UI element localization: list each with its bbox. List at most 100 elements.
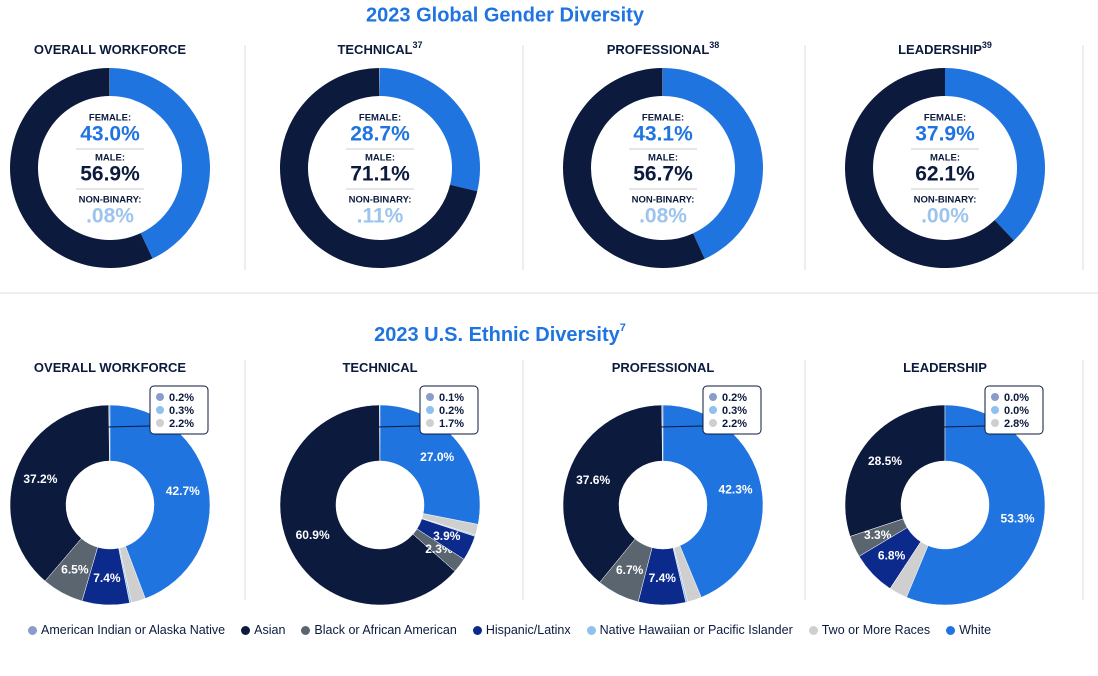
callout-value: 0.2%	[169, 392, 194, 404]
donut-slice	[109, 404, 211, 599]
chart-title-text: PROFESSIONAL	[612, 360, 715, 375]
callout-value: 2.2%	[722, 418, 747, 430]
section-title: 2023 Global Gender Diversity	[366, 4, 645, 26]
callout-dot	[426, 393, 434, 401]
donut-slice	[945, 68, 1045, 241]
callout-value: 1.7%	[439, 418, 464, 430]
value-label: 6.7%	[616, 563, 644, 577]
value-label: 37.9%	[915, 123, 975, 146]
legend-label: Asian	[254, 623, 286, 637]
donut-slice	[379, 404, 481, 525]
chart-title: OVERALL WORKFORCE	[34, 360, 186, 375]
callout-pointer	[941, 425, 986, 428]
callout-dot	[156, 419, 164, 427]
callout-dot	[426, 419, 434, 427]
chart-title-text: TECHNICAL	[337, 42, 412, 57]
legend-label: White	[959, 623, 992, 637]
value-label: 7.4%	[649, 571, 677, 585]
callout-dot	[709, 419, 717, 427]
legend-item: Hispanic/Latinx	[472, 623, 571, 637]
charts: 2023 Global Gender Diversity 2023 U.S. E…	[0, 4, 1098, 606]
callout-dot	[991, 419, 999, 427]
section-title-note: 7	[620, 322, 626, 334]
callout-box	[984, 385, 1044, 435]
value-label: 42.7%	[166, 484, 200, 498]
section-title-text: 2023 U.S. Ethnic Diversity	[374, 324, 621, 346]
legend-swatch	[586, 625, 596, 635]
chart-title-note: 38	[709, 40, 719, 50]
legend-label: American Indian or Alaska Native	[41, 623, 226, 637]
chart-title: OVERALL WORKFORCE	[34, 42, 186, 57]
chart-title: PROFESSIONAL	[612, 360, 715, 375]
legend-swatch	[28, 625, 37, 635]
category-label: MALE:	[95, 153, 125, 164]
callout-value: 2.2%	[169, 418, 194, 430]
donut-slice	[380, 68, 481, 192]
callout-value: 0.3%	[169, 405, 194, 417]
donut-slice	[279, 404, 456, 606]
value-label: .08%	[639, 205, 687, 228]
value-label: 6.5%	[61, 562, 89, 576]
category-label: MALE:	[648, 153, 678, 164]
category-label: MALE:	[365, 153, 395, 164]
legend-label: Two or More Races	[821, 623, 931, 637]
callout-dot	[156, 406, 164, 414]
legend-swatch	[946, 625, 956, 635]
category-label: NON-BINARY:	[79, 195, 142, 206]
chart-title-note: 37	[413, 40, 423, 50]
value-label: 37.6%	[576, 473, 610, 487]
value-label: .08%	[86, 205, 134, 228]
chart-title-text: LEADERSHIP	[903, 360, 987, 375]
value-label: 62.1%	[915, 163, 975, 186]
value-label: 56.9%	[80, 163, 140, 186]
chart-title-note: 39	[982, 40, 992, 50]
legend-label: Hispanic/Latinx	[485, 623, 571, 637]
chart-title: LEADERSHIP	[903, 360, 987, 375]
legend-item: Asian	[241, 623, 285, 637]
category-label: MALE:	[930, 153, 960, 164]
value-label: 28.5%	[868, 454, 902, 468]
category-label: FEMALE:	[642, 113, 684, 124]
legend-label: Native Hawaiian or Pacific Islander	[599, 623, 793, 637]
value-label: 42.3%	[719, 483, 753, 497]
legend-item: White	[946, 623, 991, 637]
donut-slice	[844, 404, 946, 537]
donut-slice	[662, 68, 663, 97]
chart-title-text: TECHNICAL	[342, 360, 417, 375]
chart-title: TECHNICAL37	[337, 40, 422, 57]
chart-title: LEADERSHIP39	[898, 40, 992, 57]
callout-dot	[709, 406, 717, 414]
legend-swatch	[472, 625, 482, 635]
value-label: 60.9%	[296, 528, 330, 542]
legend-item: American Indian or Alaska Native	[28, 623, 225, 637]
donut-slice	[9, 68, 153, 268]
value-label: 43.1%	[633, 123, 693, 146]
callout-pointer	[106, 425, 151, 428]
value-label: 28.7%	[350, 123, 410, 146]
donut-slice	[662, 404, 764, 598]
value-label: 56.7%	[633, 163, 693, 186]
donut-slice	[109, 68, 110, 97]
value-label: 27.0%	[420, 450, 454, 464]
value-label: 7.4%	[93, 571, 121, 585]
legend-item: Two or More Races	[808, 623, 931, 637]
callout-value: 0.2%	[439, 405, 464, 417]
callout-box	[149, 385, 209, 435]
donut-slice	[562, 404, 663, 583]
donut-slice	[379, 68, 380, 97]
category-label: FEMALE:	[89, 113, 131, 124]
donut-slice	[844, 68, 1014, 268]
callout-value: 0.2%	[722, 392, 747, 404]
callout-dot	[156, 393, 164, 401]
chart-title: TECHNICAL	[342, 360, 417, 375]
callout-dot	[991, 393, 999, 401]
category-label: NON-BINARY:	[914, 195, 977, 206]
callout-value: 0.1%	[439, 392, 464, 404]
callout-value: 0.0%	[1004, 392, 1029, 404]
value-label: 3.9%	[433, 529, 461, 543]
value-label: 3.3%	[864, 528, 892, 542]
section-title: 2023 U.S. Ethnic Diversity7	[374, 322, 626, 346]
donut-slice	[110, 68, 210, 259]
callout-pointer	[659, 425, 704, 428]
